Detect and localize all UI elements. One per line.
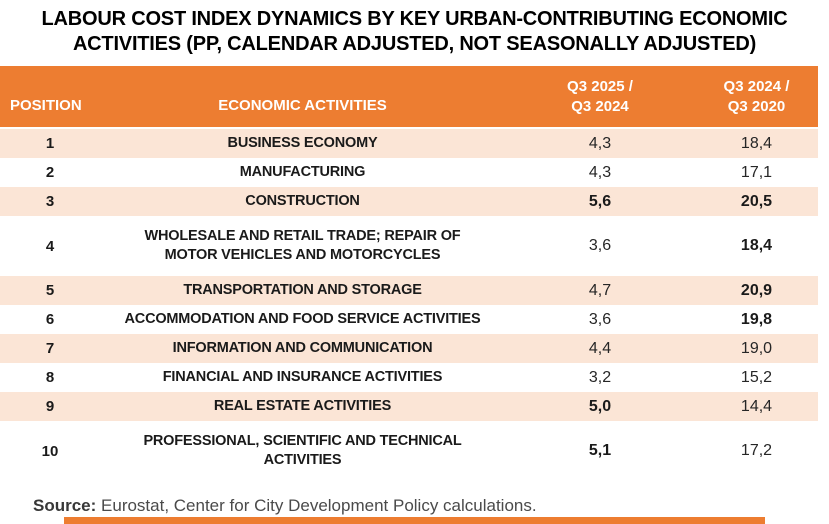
- header-period-line1: Q3 2025 /: [567, 77, 633, 95]
- position-cell: 3: [45, 193, 55, 210]
- value-q3-2024-q3-2020-cell: 19,8: [740, 310, 773, 328]
- value-q3-2025-q3-2024-cell: 4,3: [588, 163, 612, 181]
- value-q3-2024-q3-2020-cell: 18,4: [740, 134, 773, 152]
- value-q3-2025-q3-2024-cell: 5,6: [588, 192, 612, 210]
- page-title-line2: ACTIVITIES (PP, CALENDAR ADJUSTED, NOT S…: [72, 33, 757, 55]
- table-row: 5 TRANSPORTATION AND STORAGE 4,7 20,9: [0, 276, 818, 305]
- position-cell: 7: [45, 340, 55, 357]
- table-row: 9 REAL ESTATE ACTIVITIES 5,0 14,4: [0, 392, 818, 421]
- table-row: 10 PROFESSIONAL, SCIENTIFIC AND TECHNICAL…: [0, 421, 818, 481]
- table-row: 1 BUSINESS ECONOMY 4,3 18,4: [0, 129, 818, 158]
- footer-accent-bar: [64, 517, 765, 524]
- table-row: 6 ACCOMMODATION AND FOOD SERVICE ACTIVITI…: [0, 305, 818, 334]
- position-cell: 9: [45, 398, 55, 415]
- activity-cell: WHOLESALE AND RETAIL TRADE; REPAIR OF MO…: [144, 228, 461, 263]
- value-q3-2025-q3-2024-cell: 3,6: [588, 237, 612, 254]
- value-q3-2024-q3-2020-cell: 18,4: [740, 237, 773, 254]
- activity-cell: PROFESSIONAL, SCIENTIFIC AND TECHNICAL A…: [143, 433, 462, 468]
- value-q3-2025-q3-2024-cell: 3,2: [588, 368, 612, 386]
- header-cell-economic-activities: ECONOMIC ACTIVITIES: [218, 97, 387, 114]
- table-body: 1 BUSINESS ECONOMY 4,3 18,4 2 MANUFACTURING 4,…: [0, 129, 818, 481]
- header-cell-q3-2025-q3-2024: Q3 2025 / Q3 2024: [505, 77, 695, 117]
- value-q3-2025-q3-2024-cell: 4,4: [588, 339, 612, 357]
- value-q3-2024-q3-2020-cell: 15,2: [740, 368, 773, 386]
- page-title-line1: LABOUR COST INDEX DYNAMICS BY KEY URBAN-…: [41, 8, 788, 30]
- header-period-line2: Q3 2024: [571, 97, 629, 115]
- value-q3-2024-q3-2020-cell: 14,4: [740, 397, 773, 415]
- source-note: Source: Eurostat, Center for City Develo…: [33, 496, 829, 516]
- position-cell: 2: [45, 164, 55, 181]
- table-row: 8 FINANCIAL AND INSURANCE ACTIVITIES 3,2 15…: [0, 363, 818, 392]
- table-row: 3 CONSTRUCTION 5,6 20,5: [0, 187, 818, 216]
- header-cell-position: POSITION: [10, 97, 82, 114]
- table-header-row: POSITION ECONOMIC ACTIVITIES Q3 2025 / Q…: [0, 66, 818, 127]
- activity-cell: CONSTRUCTION: [245, 193, 360, 209]
- position-cell: 1: [45, 135, 55, 152]
- activity-cell: INFORMATION AND COMMUNICATION: [172, 340, 433, 356]
- value-q3-2025-q3-2024-cell: 5,0: [588, 397, 612, 415]
- value-q3-2025-q3-2024-cell: 4,7: [588, 281, 612, 299]
- activity-cell: BUSINESS ECONOMY: [227, 135, 378, 151]
- value-q3-2024-q3-2020-cell: 17,1: [740, 163, 773, 181]
- position-cell: 4: [45, 237, 55, 255]
- value-q3-2025-q3-2024-cell: 3,6: [588, 310, 612, 328]
- value-q3-2024-q3-2020-cell: 20,9: [740, 281, 773, 299]
- table-row: 7 INFORMATION AND COMMUNICATION 4,4 19,0: [0, 334, 818, 363]
- labour-cost-table: POSITION ECONOMIC ACTIVITIES Q3 2025 / Q…: [0, 66, 818, 481]
- activity-cell: REAL ESTATE ACTIVITIES: [213, 398, 392, 414]
- table-row: 2 MANUFACTURING 4,3 17,1: [0, 158, 818, 187]
- position-cell: 10: [41, 442, 59, 460]
- value-q3-2025-q3-2024-cell: 4,3: [588, 134, 612, 152]
- value-q3-2024-q3-2020-cell: 19,0: [740, 339, 773, 357]
- source-text: Eurostat, Center for City Development Po…: [96, 496, 537, 515]
- value-q3-2025-q3-2024-cell: 5,1: [588, 442, 612, 459]
- position-cell: 5: [45, 282, 55, 299]
- page-title: LABOUR COST INDEX DYNAMICS BY KEY URBAN-…: [0, 0, 829, 57]
- activity-cell: MANUFACTURING: [239, 164, 366, 180]
- position-cell: 8: [45, 369, 55, 386]
- activity-cell: ACCOMMODATION AND FOOD SERVICE ACTIVITIE…: [124, 311, 481, 327]
- header-period-line1: Q3 2024 /: [723, 77, 790, 95]
- activity-cell: TRANSPORTATION AND STORAGE: [183, 282, 422, 298]
- value-q3-2024-q3-2020-cell: 17,2: [740, 442, 773, 459]
- header-cell-q3-2024-q3-2020: Q3 2024 / Q3 2020: [695, 77, 818, 117]
- value-q3-2024-q3-2020-cell: 20,5: [740, 192, 773, 210]
- header-period-line2: Q3 2020: [727, 97, 786, 115]
- activity-cell: FINANCIAL AND INSURANCE ACTIVITIES: [162, 369, 443, 385]
- position-cell: 6: [45, 311, 55, 328]
- table-row: 4 WHOLESALE AND RETAIL TRADE; REPAIR OF M…: [0, 216, 818, 276]
- source-label: Source:: [33, 496, 97, 515]
